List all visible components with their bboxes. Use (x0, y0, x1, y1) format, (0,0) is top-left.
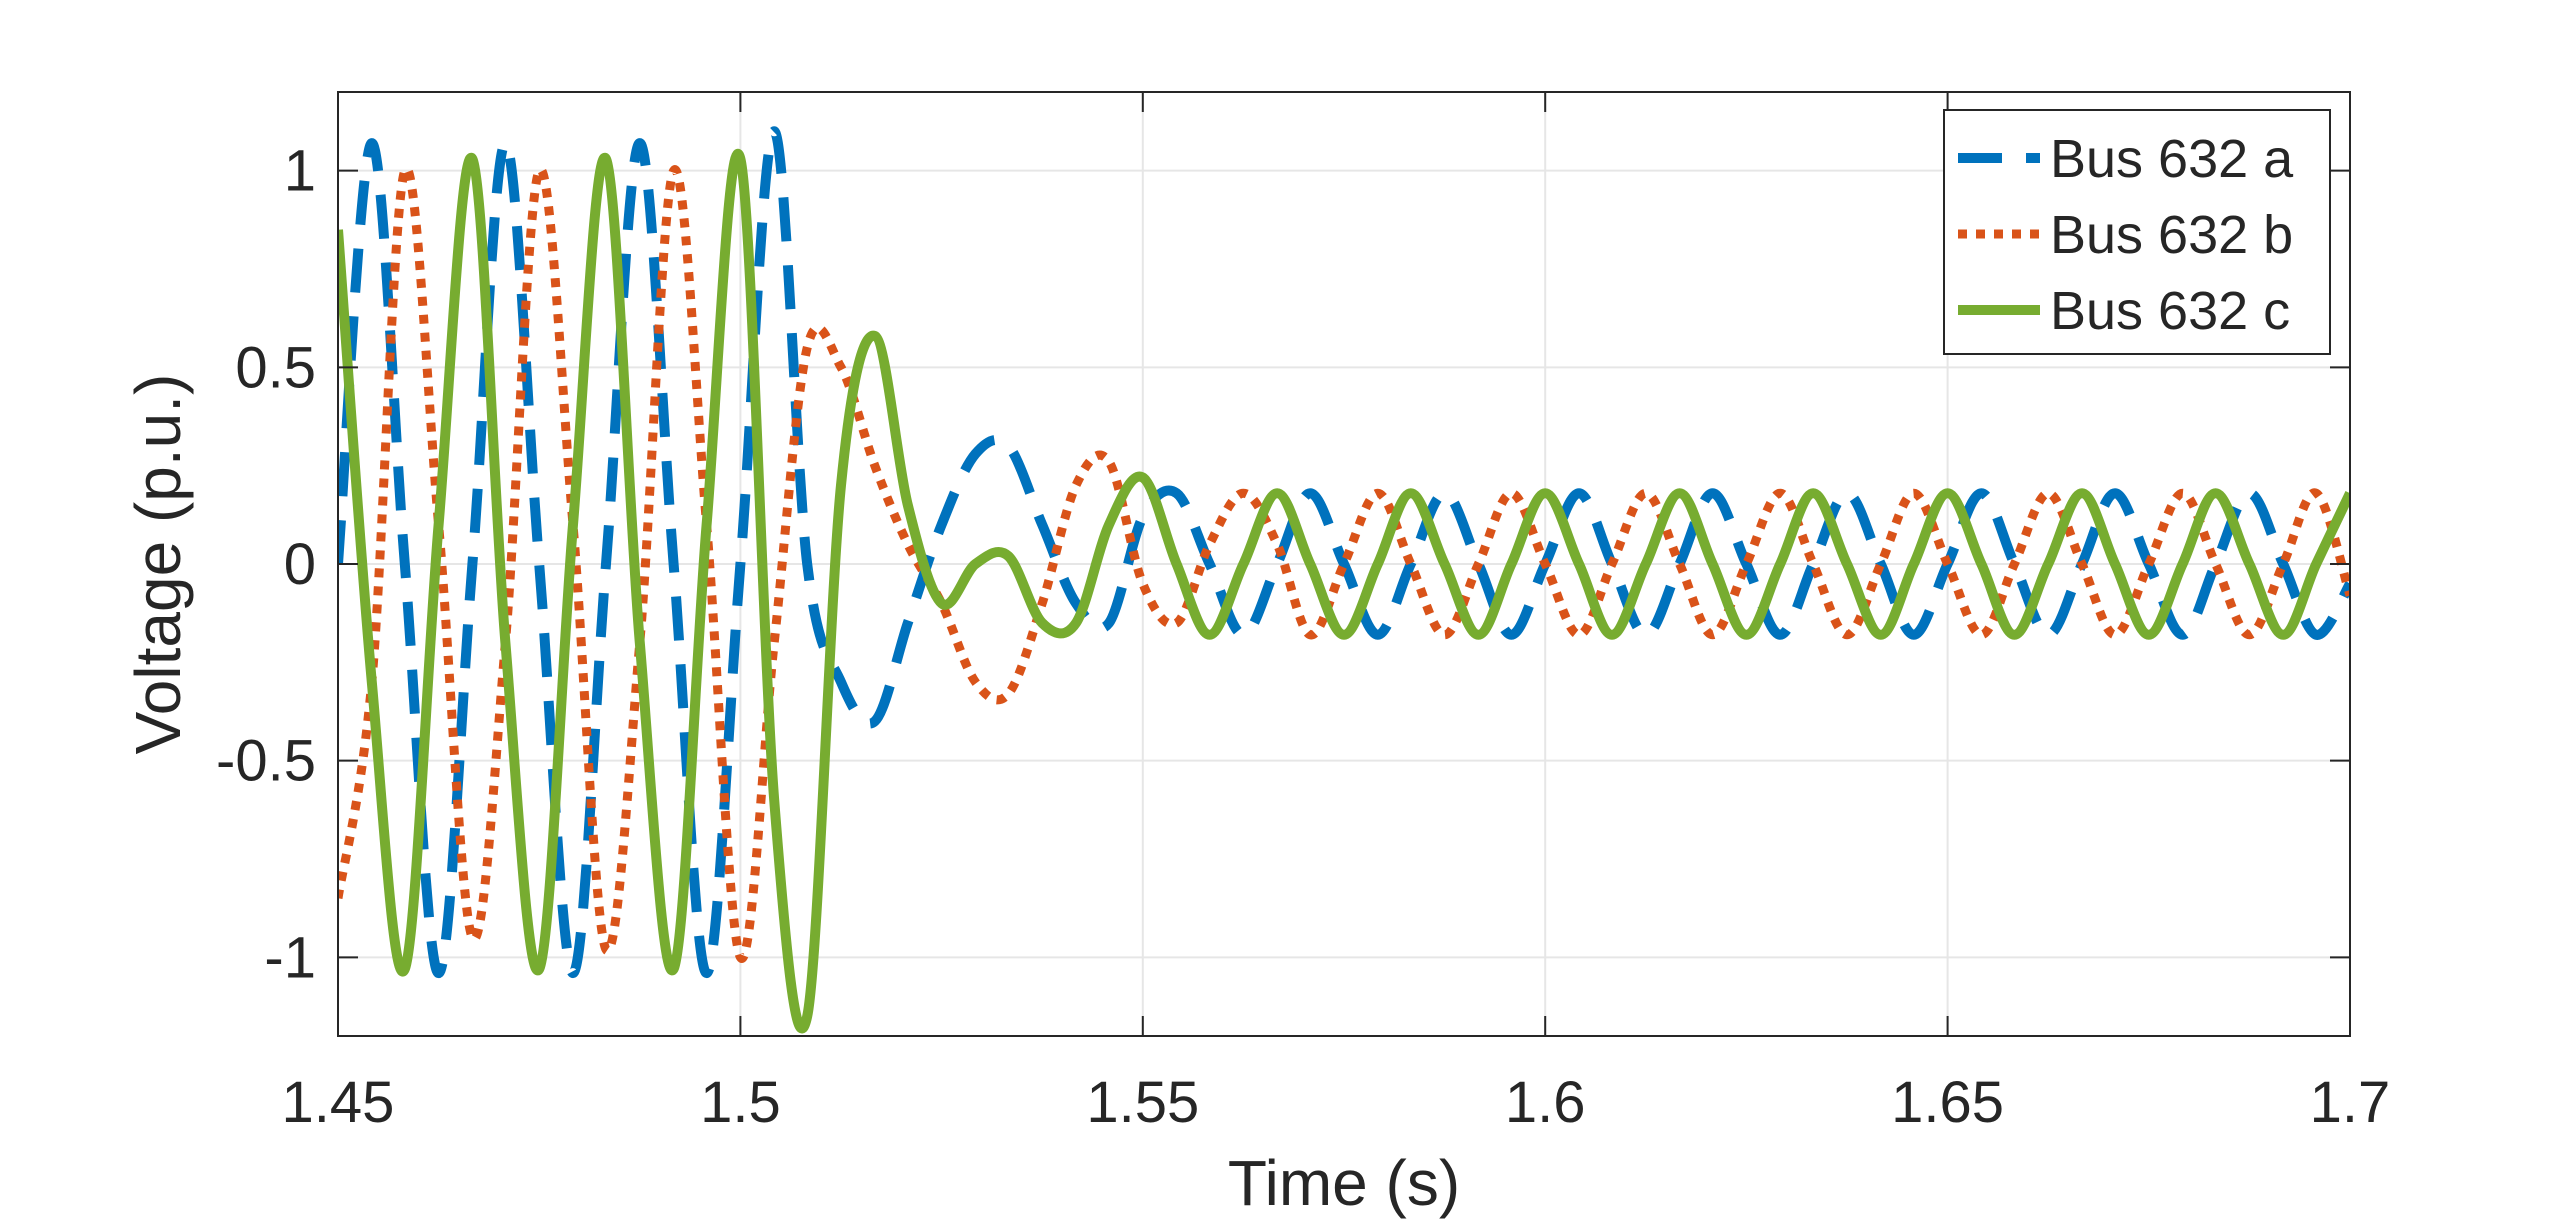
x-axis-label: Time (s) (1228, 1147, 1460, 1219)
y-tick-label: 0 (284, 532, 316, 597)
series-layer (338, 126, 2350, 1034)
y-tick-label: -1 (264, 925, 316, 990)
y-tick-label: -0.5 (216, 729, 316, 794)
x-tick-label: 1.65 (1891, 1070, 2004, 1135)
y-tick-label: 1 (284, 139, 316, 204)
tick-labels: 1.45 1.5 1.55 1.6 1.65 1.7 -1 -0.5 0 0.5 1 (216, 139, 2390, 1135)
x-tick-label: 1.6 (1505, 1070, 1586, 1135)
legend-label: Bus 632 a (2050, 129, 2294, 189)
series-line-1 (338, 126, 2350, 979)
y-axis-label: Voltage (p.u.) (122, 374, 194, 755)
legend-label: Bus 632 b (2050, 205, 2293, 265)
x-tick-label: 1.5 (700, 1070, 781, 1135)
legend: Bus 632 a Bus 632 b Bus 632 c (1943, 109, 2331, 355)
axis-ticks (337, 92, 2351, 1036)
x-tick-label: 1.55 (1086, 1070, 1199, 1135)
y-tick-label: 0.5 (235, 335, 316, 400)
series-line-3 (338, 149, 2350, 1034)
x-tick-label: 1.45 (282, 1070, 395, 1135)
x-tick-label: 1.7 (2310, 1070, 2391, 1135)
legend-label: Bus 632 c (2050, 281, 2290, 341)
series-line-2 (338, 164, 2350, 963)
